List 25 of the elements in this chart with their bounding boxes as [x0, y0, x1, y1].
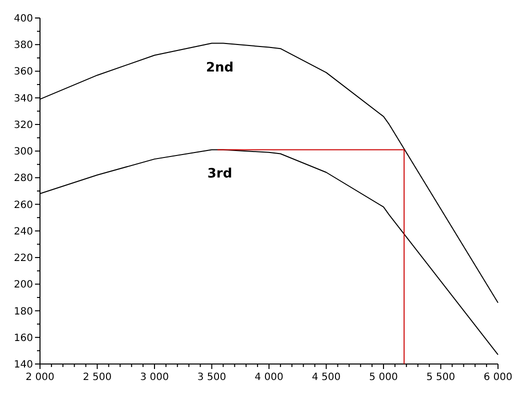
y-tick-label: 380	[14, 40, 33, 52]
y-tick-label: 360	[14, 66, 33, 78]
y-tick-label: 320	[14, 120, 33, 131]
y-tick-label: 260	[14, 200, 33, 211]
x-tick-label: 2 000	[26, 372, 54, 383]
x-tick-label: 2 500	[82, 372, 112, 383]
x-tick-label: 4 500	[312, 372, 341, 383]
x-tick-label: 3 000	[140, 372, 169, 383]
y-tick-label: 220	[14, 253, 33, 264]
x-tick-label: 4 000	[254, 372, 284, 383]
y-tick-label: 400	[14, 14, 33, 24]
series-label: 2nd	[206, 60, 234, 76]
y-tick-label: 200	[14, 280, 33, 291]
y-tick-label: 140	[14, 360, 33, 370]
y-tick-label: 240	[14, 226, 33, 238]
x-tick-label: 5 000	[369, 372, 398, 383]
x-tick-label: 3 500	[197, 372, 226, 383]
x-tick-label: 5 500	[426, 372, 456, 383]
y-tick-label: 160	[14, 332, 33, 344]
y-tick-label: 280	[14, 173, 33, 184]
y-tick-label: 300	[14, 146, 33, 158]
series-label: 3rd	[207, 166, 232, 182]
y-tick-label: 340	[14, 93, 33, 104]
x-tick-label: 6 000	[484, 372, 512, 383]
y-tick-label: 180	[14, 306, 33, 318]
